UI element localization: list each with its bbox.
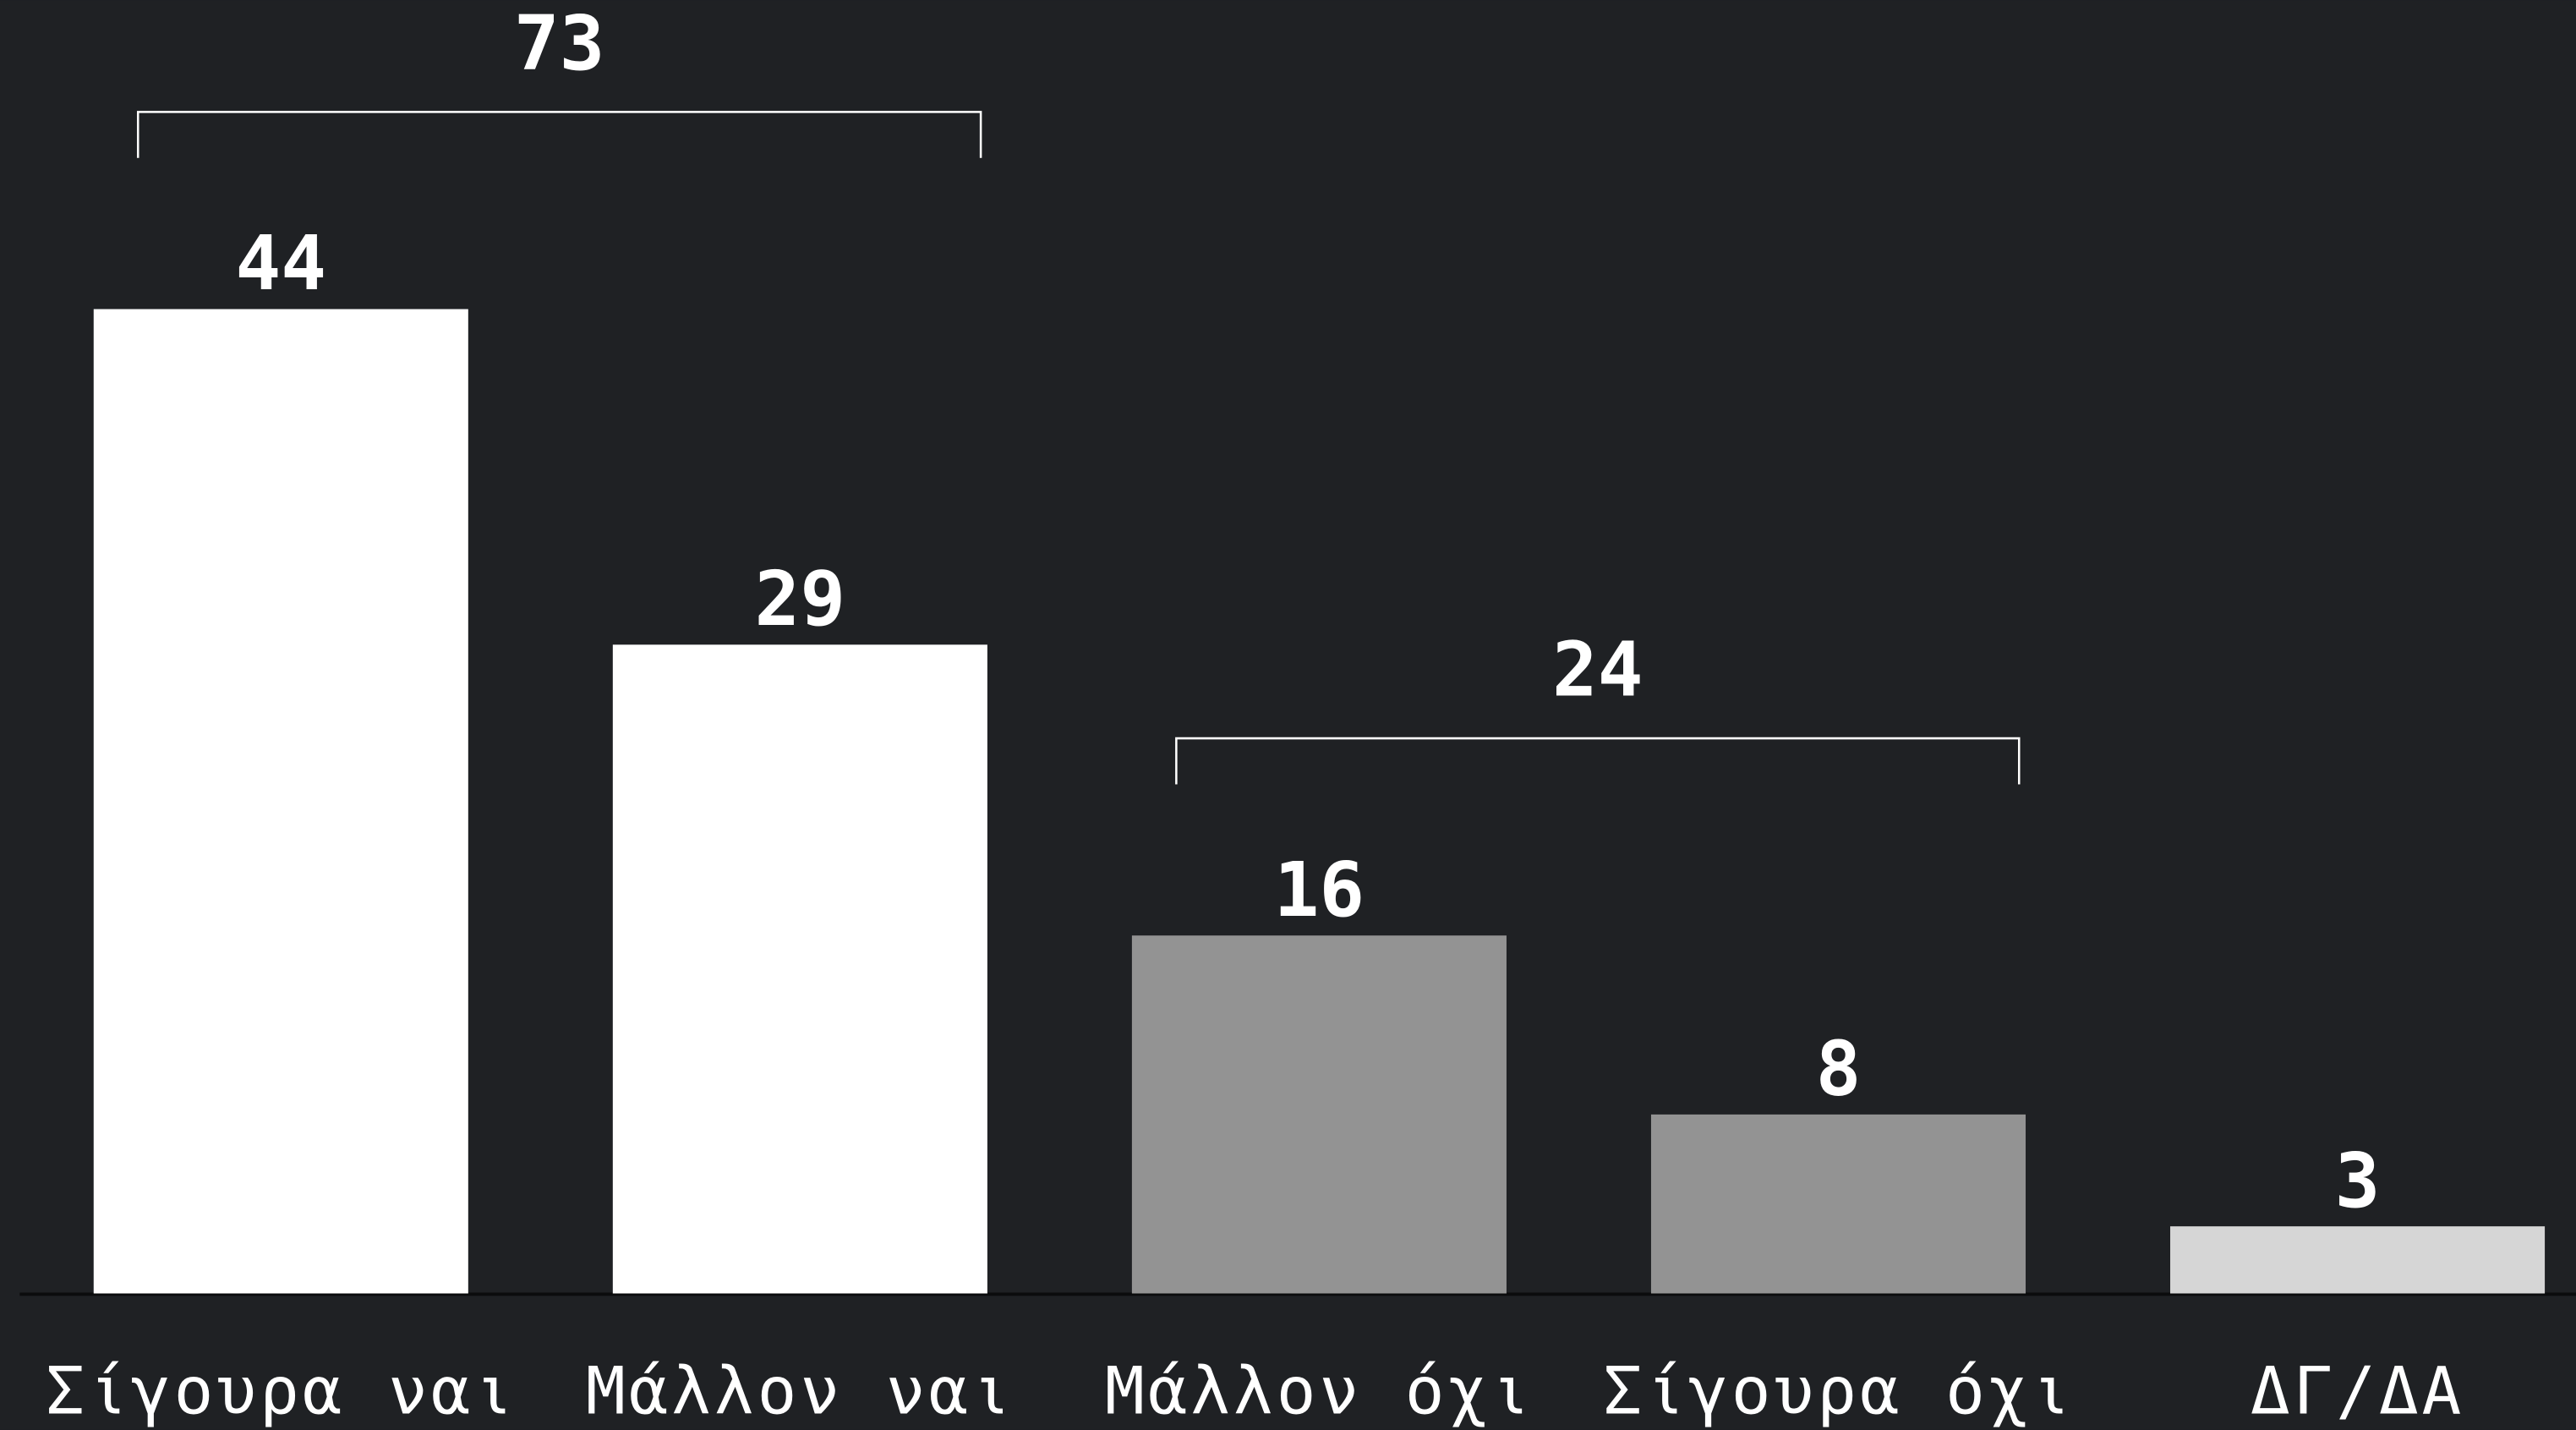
category-label: Σίγουρα όχι xyxy=(1603,1353,2074,1429)
category-label: ΔΓ/ΔΑ xyxy=(2251,1353,2464,1429)
value-label: 16 xyxy=(1274,846,1365,934)
value-label: 29 xyxy=(755,556,846,644)
bar xyxy=(1131,935,1507,1294)
bar xyxy=(1650,1114,2026,1294)
value-label: 3 xyxy=(2335,1137,2381,1225)
group-label: 24 xyxy=(1552,627,1643,715)
category-label: Μάλλον ναι xyxy=(586,1353,1015,1429)
category-label: Σίγουρα ναι xyxy=(46,1353,517,1429)
bar xyxy=(612,644,987,1294)
value-label: 44 xyxy=(235,220,326,308)
value-label: 8 xyxy=(1816,1026,1862,1114)
category-label: Μάλλον όχι xyxy=(1105,1353,1534,1429)
group-label: 73 xyxy=(514,0,605,88)
bar xyxy=(2170,1226,2546,1294)
bar xyxy=(93,309,468,1294)
group-bracket xyxy=(136,111,982,158)
group-bracket xyxy=(1175,737,2021,785)
